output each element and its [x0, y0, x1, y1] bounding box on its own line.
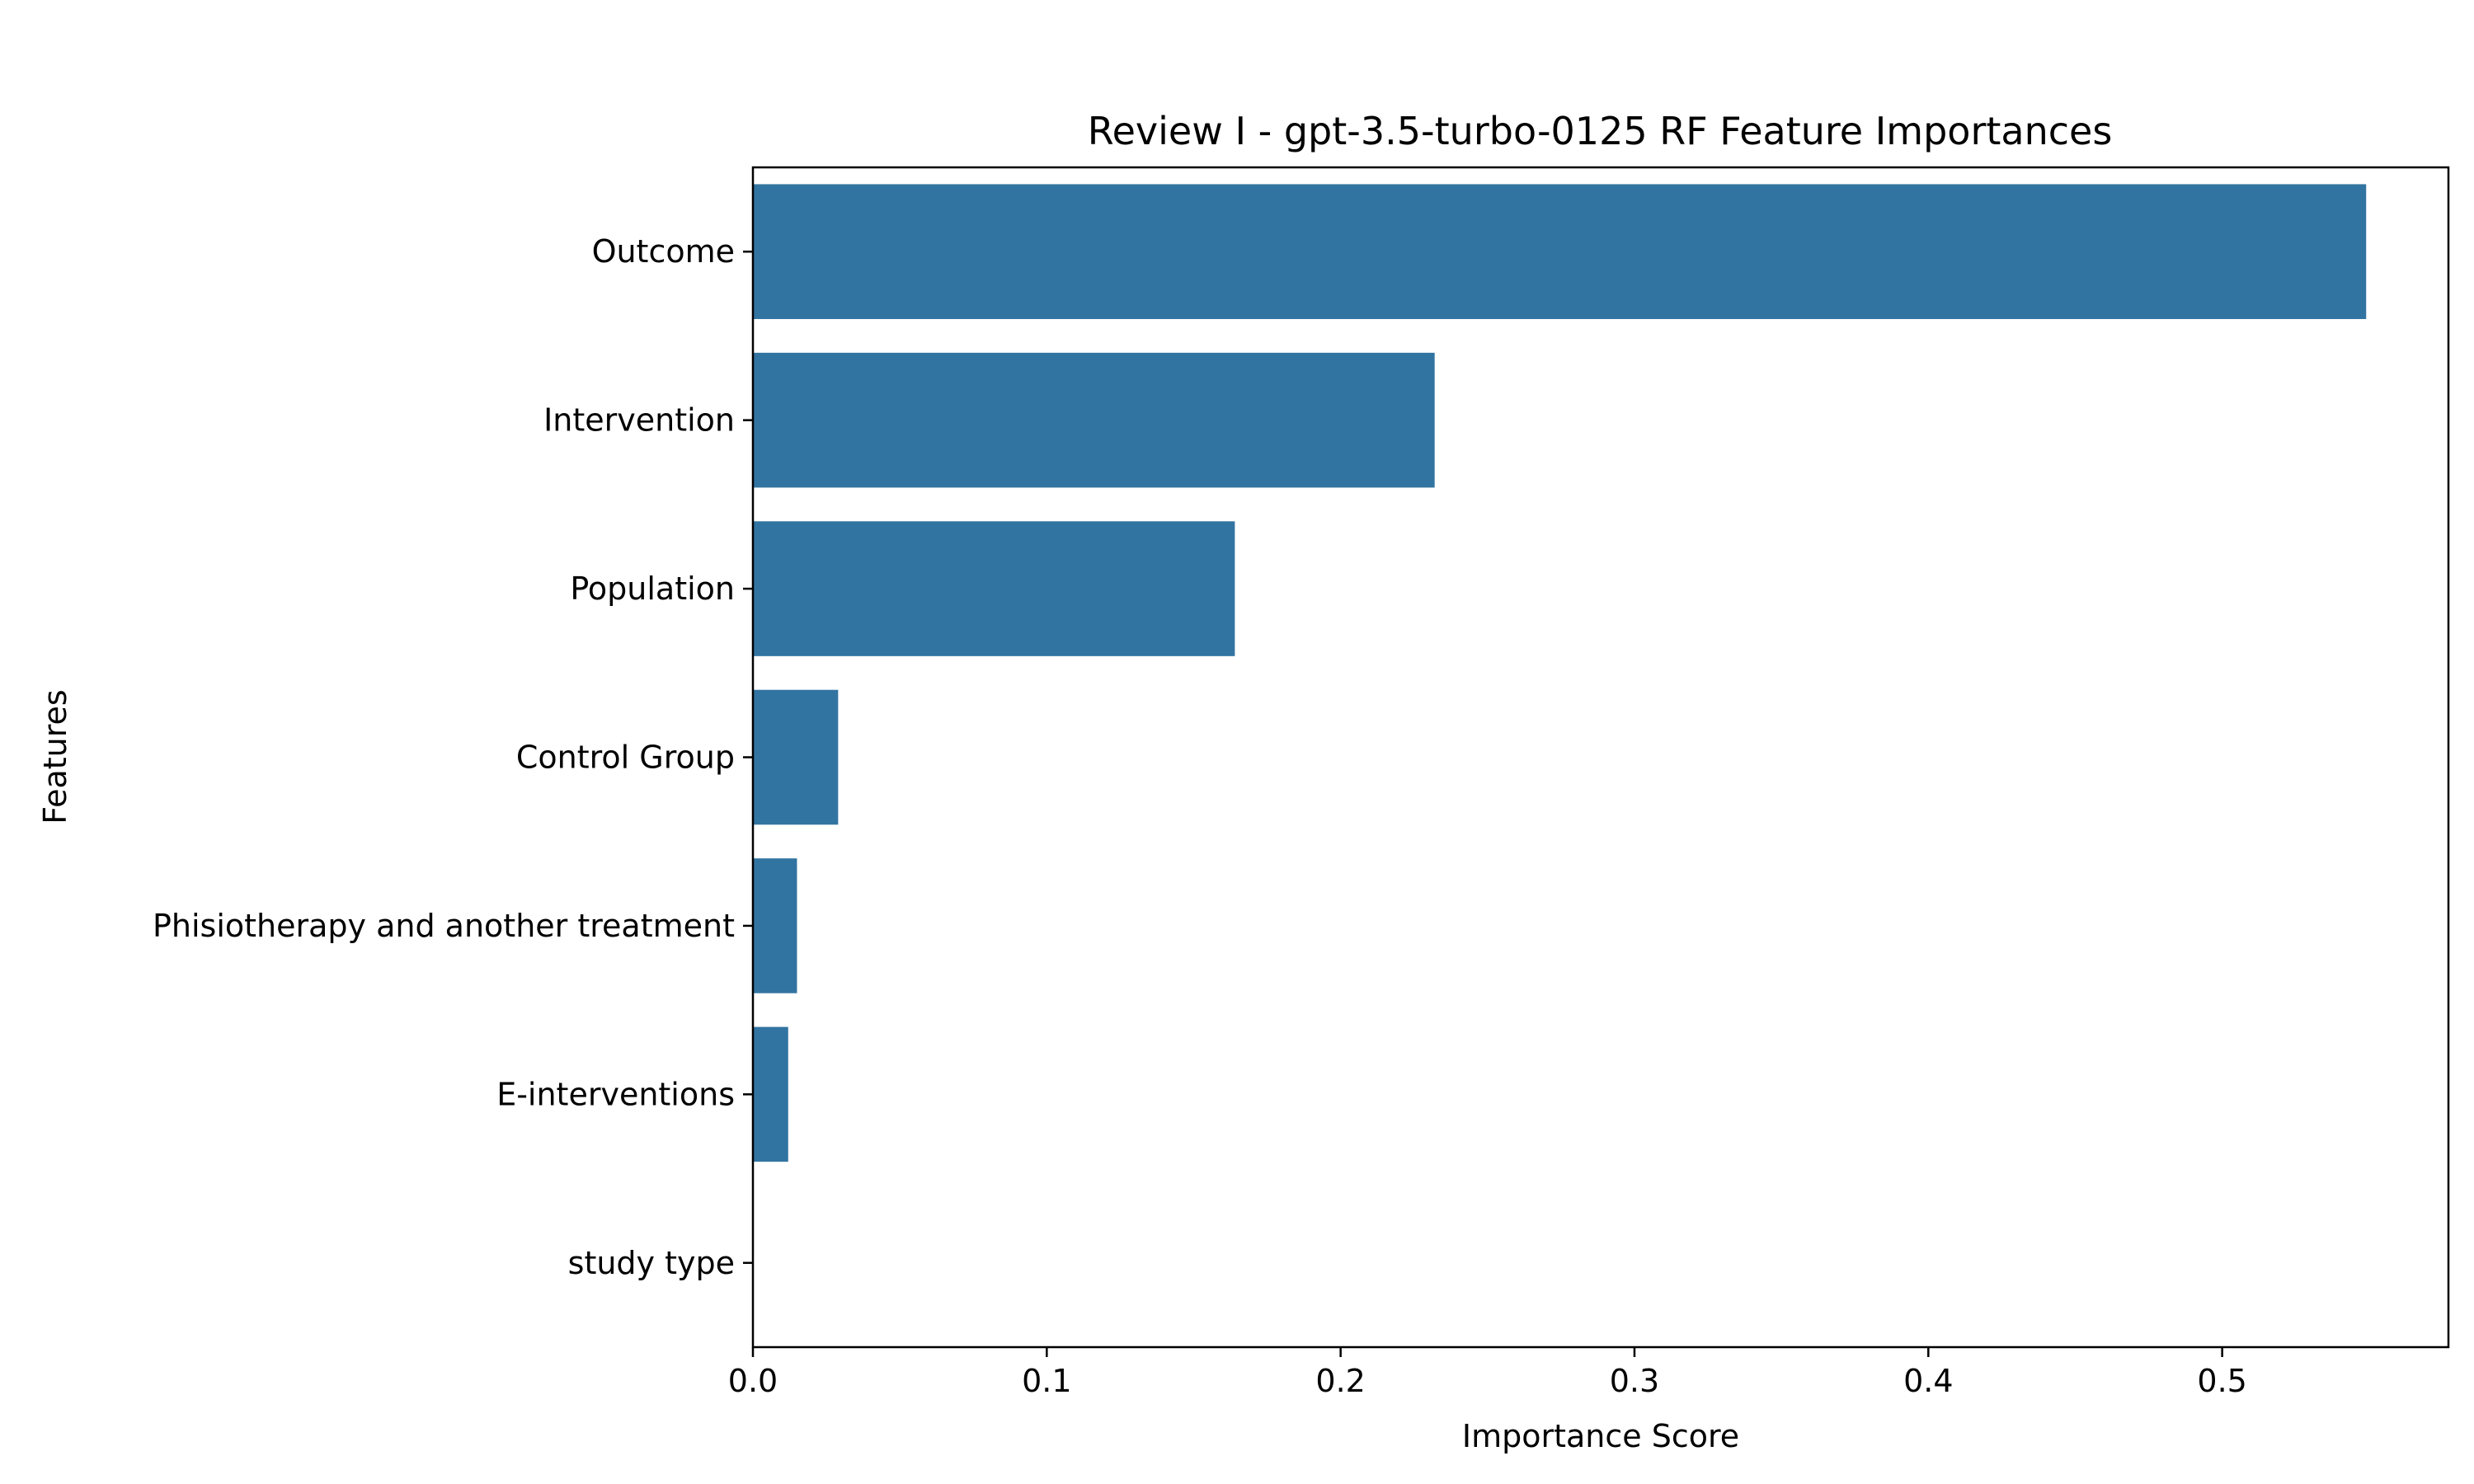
- y-axis-ticks: Outcome Intervention Population Control Gro…: [153, 233, 753, 1281]
- y-tick-label: E-interventions: [496, 1076, 735, 1112]
- bar-e-interventions: [753, 1026, 788, 1162]
- y-tick-label: Intervention: [543, 402, 735, 439]
- x-axis-label: Importance Score: [1462, 1418, 1739, 1454]
- y-tick-label: Control Group: [516, 740, 735, 776]
- y-tick-label: Outcome: [592, 233, 735, 270]
- plot-frame: [751, 166, 2450, 1349]
- bar-intervention: [753, 352, 1435, 488]
- bar-control-group: [753, 689, 839, 825]
- x-axis-ticks: 0.0 0.1 0.2 0.3 0.4 0.5: [728, 1347, 2247, 1399]
- y-tick-label: Population: [570, 571, 735, 607]
- y-axis-label: Features: [37, 689, 73, 824]
- x-tick-label: 0.0: [728, 1363, 778, 1399]
- bars-group: [753, 184, 2367, 1162]
- chart-title: Review I - gpt-3.5-turbo-0125 RF Feature…: [1088, 109, 2113, 153]
- bar-population: [753, 521, 1235, 656]
- y-tick-label: study type: [568, 1245, 735, 1281]
- x-tick-label: 0.4: [1903, 1363, 1953, 1399]
- x-tick-label: 0.5: [2197, 1363, 2246, 1399]
- y-tick-label: Phisiotherapy and another treatment: [153, 908, 735, 944]
- bar-outcome: [753, 184, 2367, 319]
- x-tick-label: 0.2: [1315, 1363, 1365, 1399]
- x-tick-label: 0.3: [1610, 1363, 1659, 1399]
- bar-phisiotherapy-and-another-treatment: [753, 858, 797, 993]
- x-tick-label: 0.1: [1022, 1363, 1071, 1399]
